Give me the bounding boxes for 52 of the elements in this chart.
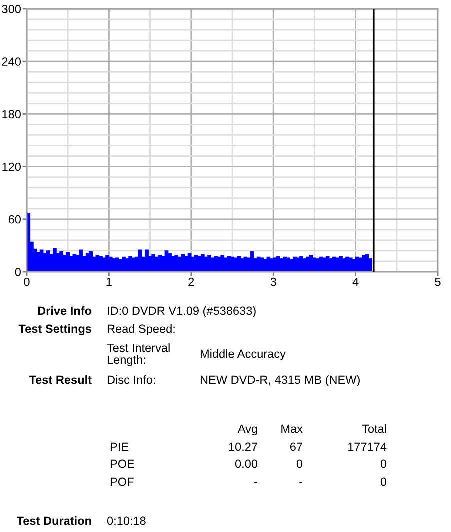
bar [152, 254, 156, 272]
bar [174, 255, 179, 272]
bar [66, 252, 70, 272]
text: ID:0 DVDR V1.09 (#538633) [108, 306, 256, 318]
bar [260, 258, 264, 272]
bar [220, 255, 225, 272]
y-tick-label: 120 [2, 162, 21, 172]
text: Test Duration [16, 516, 92, 526]
text: 67 [290, 442, 302, 452]
bar [89, 252, 94, 272]
y-tick-label: 180 [2, 110, 21, 119]
text: 10.27 [229, 442, 258, 452]
bar [96, 255, 100, 272]
bar [158, 255, 162, 272]
text: POE [110, 460, 134, 468]
text: Test Result [29, 375, 92, 384]
text: 0 [380, 460, 387, 468]
text: Max [282, 424, 303, 434]
text: Avg [238, 424, 258, 436]
text: 177174 [348, 442, 387, 452]
text: 0:10:18 [107, 516, 146, 526]
text: POF [110, 478, 134, 486]
x-tick-label: 4 [352, 278, 359, 286]
text: PIE [110, 442, 129, 452]
text: Disc Info: [108, 375, 156, 384]
y-tick-label: 0 [15, 268, 21, 276]
x-tick-label: 2 [188, 278, 194, 286]
bar [72, 254, 77, 272]
bar [145, 250, 149, 272]
text: Test Interval Length: [107, 344, 170, 366]
x-tick-label: 3 [270, 278, 276, 286]
x-tick-label: 5 [435, 278, 441, 286]
text: Read Speed: [108, 324, 175, 336]
text: Test Settings [18, 324, 92, 336]
y-tick-label: 300 [2, 5, 21, 14]
text: Total [362, 424, 386, 434]
text: Middle Accuracy [200, 349, 286, 361]
text: Drive Info [38, 306, 92, 316]
text: - [254, 482, 258, 484]
x-tick-label: 1 [106, 278, 112, 286]
text: 0.00 [235, 460, 258, 468]
bar [138, 250, 142, 272]
text: 0 [296, 460, 303, 468]
y-tick-label: 60 [8, 215, 21, 224]
bar [312, 258, 317, 272]
bar [106, 255, 110, 272]
y-tick-label: 240 [2, 58, 21, 66]
bar [181, 254, 186, 272]
text: 0 [380, 478, 387, 486]
text: - [300, 482, 302, 484]
x-tick-label: 0 [24, 278, 30, 286]
text: NEW DVD-R, 4315 MB (NEW) [200, 375, 360, 386]
